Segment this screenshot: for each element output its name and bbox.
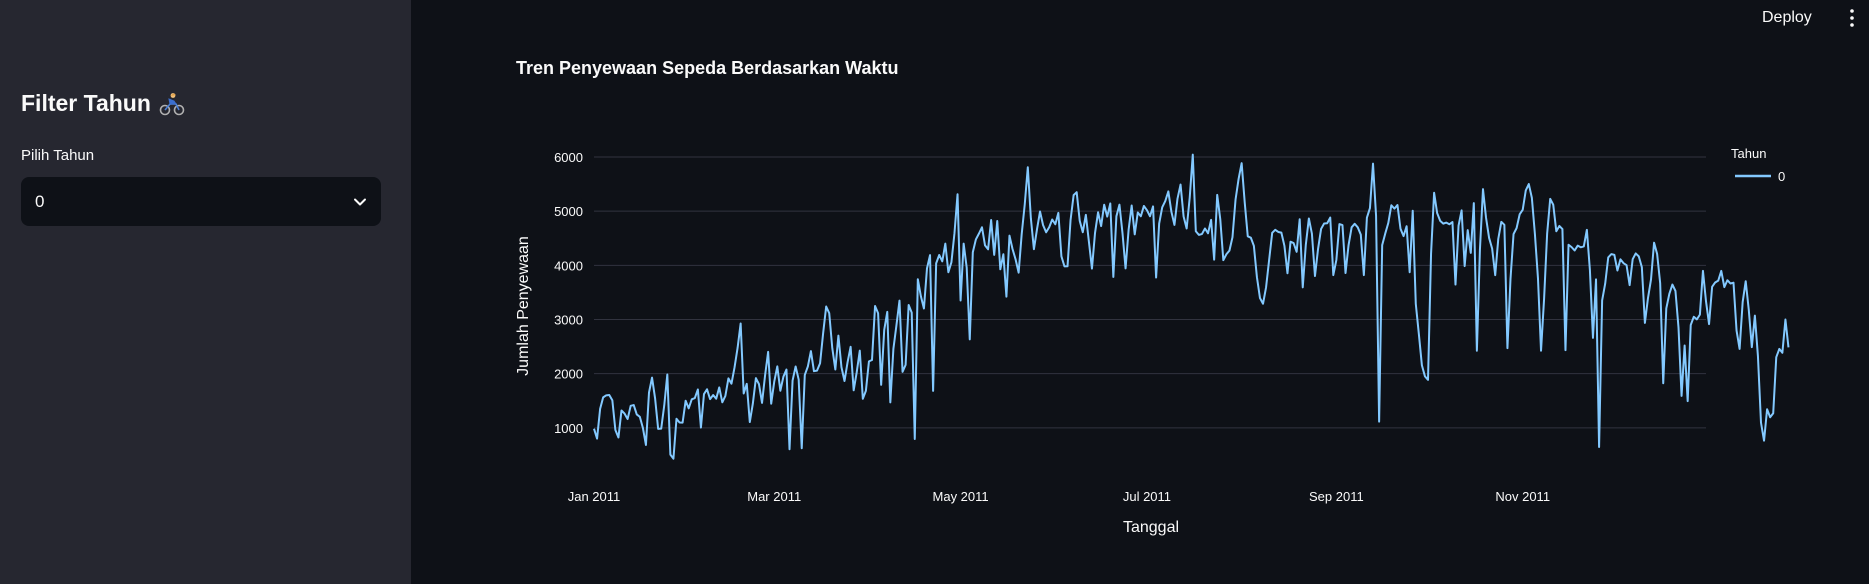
chart-title: Tren Penyewaan Sepeda Berdasarkan Waktu (516, 58, 899, 78)
select-value: 0 (35, 191, 45, 211)
select-label: Pilih Tahun (21, 147, 95, 164)
y-tick-label: 3000 (554, 313, 583, 328)
x-axis-ticks: Jan 2011 Mar 2011 May 2011 Jul 2011 Sep 2011… (568, 489, 1550, 504)
y-axis-title: Jumlah Penyewaan (515, 236, 532, 376)
x-tick-label: May 2011 (933, 489, 989, 504)
y-tick-label: 2000 (554, 367, 583, 382)
sidebar: Filter Tahun Pilih Tahun 0 (0, 0, 411, 584)
legend-title: Tahun (1731, 146, 1766, 161)
year-select[interactable]: 0 (21, 177, 381, 226)
x-tick-label: Jul 2011 (1123, 489, 1171, 504)
y-tick-label: 1000 (554, 421, 583, 436)
bicycle-rider-icon (159, 92, 185, 115)
y-tick-label: 6000 (554, 150, 583, 165)
legend: Tahun 0 (1731, 146, 1785, 184)
sidebar-title: Filter Tahun (21, 90, 185, 117)
sidebar-title-text: Filter Tahun (21, 90, 151, 116)
y-axis-ticks: 1000 2000 3000 4000 5000 6000 (554, 150, 583, 436)
x-tick-label: Sep 2011 (1309, 489, 1364, 504)
y-tick-label: 5000 (554, 204, 583, 219)
series-layer (593, 153, 1790, 460)
series-line-0 (593, 153, 1790, 460)
x-tick-label: Nov 2011 (1495, 489, 1550, 504)
y-tick-label: 4000 (554, 258, 583, 273)
x-tick-label: Jan 2011 (568, 489, 621, 504)
chevron-down-icon (354, 198, 366, 205)
vertical-dots-icon[interactable] (1846, 8, 1858, 28)
line-chart: 1000 2000 3000 4000 5000 6000 Jan 2011 Mar 201… (515, 146, 1790, 536)
legend-label-0: 0 (1778, 169, 1785, 184)
x-tick-label: Mar 2011 (747, 489, 801, 504)
deploy-button[interactable]: Deploy (1762, 9, 1812, 26)
x-axis-title: Tanggal (1123, 519, 1179, 536)
